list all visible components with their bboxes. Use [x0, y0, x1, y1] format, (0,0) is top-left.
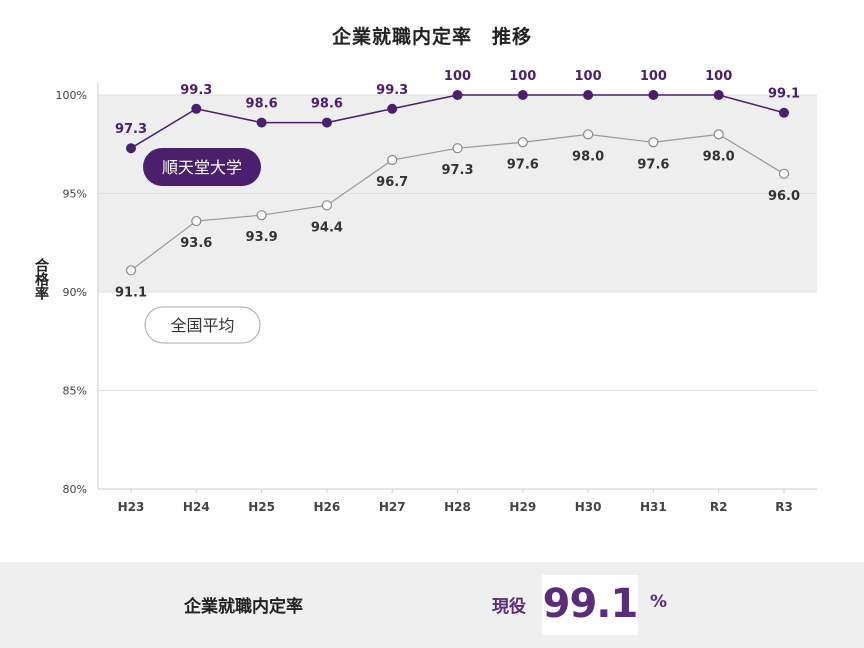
national-average-point [713, 129, 724, 140]
national-average-point [582, 129, 594, 140]
juntendo-point [648, 90, 659, 100]
juntendo-data-label: 98.6 [246, 97, 278, 112]
legend-national-average: 全国平均 [144, 306, 261, 344]
x-tick-label: H30 [575, 500, 602, 514]
national-average-point [517, 137, 528, 148]
juntendo-point [387, 103, 398, 114]
national-average-data-label: 97.3 [441, 163, 473, 178]
footer-prefix: 現役 [492, 597, 526, 617]
x-tick-label: H25 [248, 500, 275, 514]
x-tick-label: H23 [118, 500, 145, 514]
juntendo-data-label: 100 [575, 69, 602, 84]
x-tick-label: H31 [640, 500, 667, 514]
juntendo-data-label: 99.3 [376, 83, 408, 98]
national-average-point [191, 215, 202, 227]
x-tick-label: R3 [775, 500, 793, 514]
juntendo-point [713, 90, 724, 100]
summary-footer: 企業就職内定率 現役 99.1 % [0, 562, 864, 648]
juntendo-point [191, 103, 202, 114]
juntendo-point [452, 90, 463, 100]
y-axis-label: 合格率 [33, 257, 49, 301]
national-average-data-label: 97.6 [507, 157, 539, 172]
x-tick-label: R2 [710, 500, 728, 514]
national-average-data-label: 96.7 [376, 175, 408, 190]
footer-label: 企業就職内定率 [184, 597, 303, 617]
juntendo-data-label: 98.6 [311, 97, 343, 112]
legend-juntendo-label: 順天堂大学 [162, 158, 242, 177]
national-average-point [125, 265, 137, 276]
national-average-data-label: 98.0 [572, 149, 604, 164]
legend-national-average-label: 全国平均 [170, 316, 234, 335]
national-average-point [321, 200, 332, 211]
national-average-data-label: 91.1 [115, 285, 147, 300]
juntendo-data-label: 99.1 [768, 87, 800, 102]
national-average-data-label: 93.9 [246, 230, 278, 245]
line-chart: 80% 85% 90% 95% 100% H23 H24 H25 H26 H27 H28 H29 H30… [33, 69, 817, 514]
footer-value: 99.1 [542, 581, 639, 627]
x-tick-label: H24 [183, 500, 210, 514]
national-average-data-label: 94.4 [311, 220, 343, 235]
juntendo-point [126, 143, 136, 154]
juntendo-data-label: 100 [444, 69, 471, 84]
national-average-point [256, 210, 267, 221]
legend-juntendo-pill [143, 148, 261, 186]
national-average-point [778, 168, 790, 179]
y-tick-label: 100% [56, 89, 87, 102]
juntendo-point [779, 107, 789, 118]
footer-unit: % [650, 592, 668, 612]
x-tick-label: H28 [444, 500, 471, 514]
juntendo-data-label: 97.3 [115, 122, 147, 137]
chart-title: 企業就職内定率 推移 [331, 26, 532, 48]
national-average-point [387, 154, 398, 166]
juntendo-point [256, 117, 267, 128]
legend-juntendo: 順天堂大学 [143, 148, 261, 186]
national-average-point [452, 143, 463, 154]
juntendo-data-label: 100 [640, 69, 667, 84]
legend-national-average-pill [144, 306, 261, 344]
x-tick-label: H29 [509, 500, 536, 514]
x-tick-label: H26 [314, 500, 341, 514]
national-average-data-label: 93.6 [180, 236, 212, 251]
juntendo-point [321, 117, 332, 128]
national-average-data-label: 97.6 [637, 157, 669, 172]
y-tick-label: 90% [63, 286, 87, 299]
y-tick-label: 95% [63, 188, 87, 201]
juntendo-point [517, 90, 528, 100]
national-average-data-label: 96.0 [768, 189, 800, 204]
y-tick-label: 80% [63, 483, 87, 496]
footer-value-box: 99.1 [542, 575, 638, 635]
y-tick-label: 85% [63, 385, 87, 398]
national-average-point [648, 137, 659, 148]
juntendo-data-label: 100 [509, 69, 536, 84]
x-tick-label: H27 [379, 500, 406, 514]
juntendo-point [583, 90, 594, 100]
juntendo-data-label: 99.3 [180, 83, 212, 98]
juntendo-data-label: 100 [705, 69, 732, 84]
national-average-data-label: 98.0 [703, 149, 735, 164]
